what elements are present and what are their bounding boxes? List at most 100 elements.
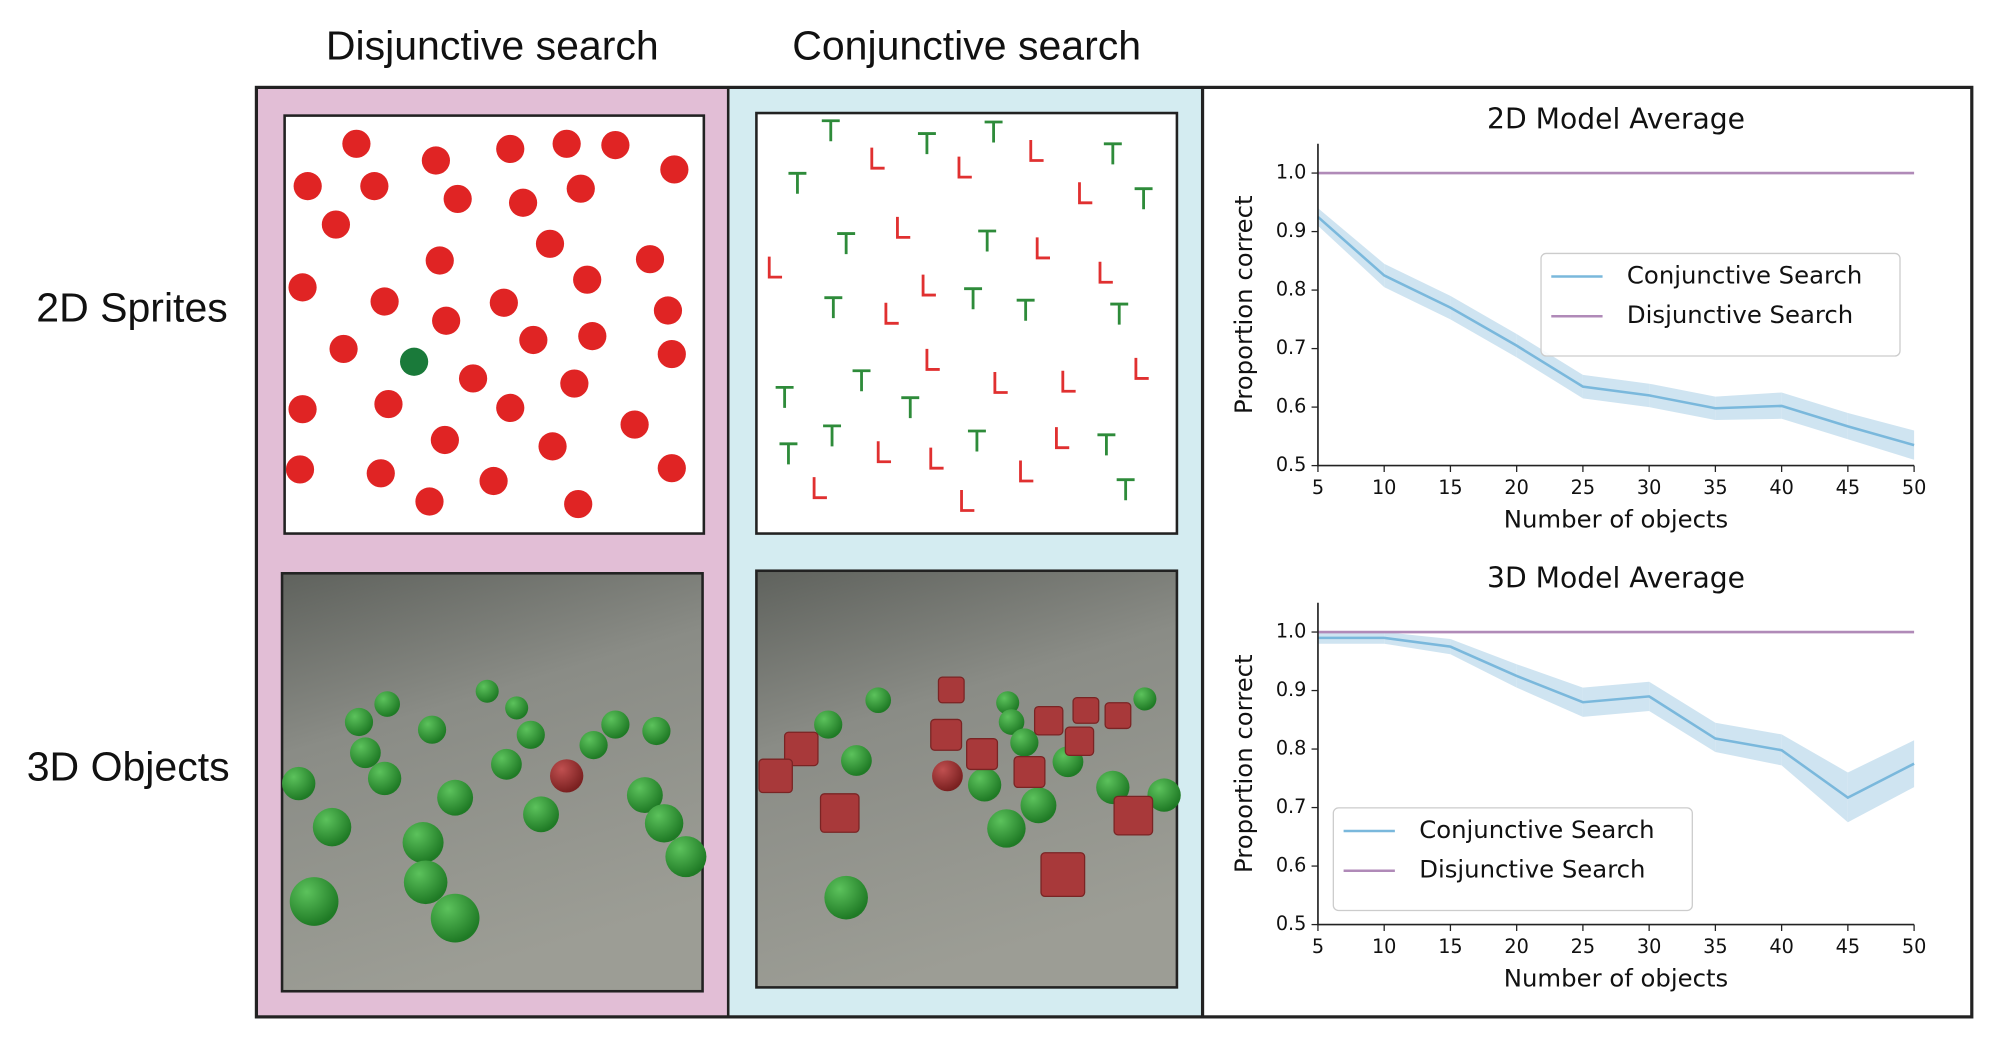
- sprite-dot: [400, 347, 429, 376]
- sprite-dot: [288, 395, 317, 424]
- sprite-dot: [552, 129, 581, 158]
- x-tick-label: 25: [1571, 476, 1595, 499]
- sphere: [932, 760, 963, 792]
- sprite-l: [812, 477, 827, 500]
- y-tick-label: 0.8: [1276, 737, 1307, 760]
- sphere: [1147, 778, 1181, 812]
- sprite-dot: [285, 455, 315, 484]
- sphere: [289, 877, 339, 926]
- sprite-dot: [288, 273, 317, 302]
- sprite-l: [925, 348, 940, 371]
- sprite-l: [1078, 182, 1093, 205]
- legend-label: Disjunctive Search: [1419, 855, 1645, 884]
- sprite-dot: [519, 325, 548, 355]
- cube: [758, 758, 793, 794]
- x-tick-label: 40: [1769, 935, 1793, 958]
- sprite-dot: [321, 210, 350, 239]
- sphere: [601, 710, 630, 739]
- sphere: [579, 730, 608, 760]
- sprite-t: [978, 229, 997, 252]
- sprite-dot: [489, 288, 518, 317]
- sphere: [403, 860, 448, 905]
- sprite-dot: [560, 369, 589, 398]
- y-tick-label: 0.8: [1276, 278, 1307, 301]
- sprite-t: [1097, 433, 1116, 456]
- illustrations: [282, 119, 1181, 943]
- row-title: 3D Objects: [27, 743, 230, 789]
- sprite-dot: [374, 389, 403, 419]
- cube: [1033, 705, 1064, 736]
- sprite-dot: [329, 334, 358, 364]
- sprite-l: [870, 147, 885, 170]
- cube: [1072, 697, 1100, 724]
- sprite-t: [1134, 187, 1153, 210]
- sprite-t: [917, 132, 936, 155]
- x-tick-label: 35: [1703, 935, 1727, 958]
- cube: [783, 731, 819, 767]
- sprite-l: [921, 274, 936, 297]
- sphere: [350, 737, 381, 769]
- cube: [1113, 795, 1154, 836]
- x-tick-label: 30: [1637, 476, 1661, 499]
- sprite-t: [837, 232, 856, 255]
- sphere: [814, 710, 843, 739]
- sprite-l: [957, 156, 972, 179]
- y-tick-label: 0.9: [1276, 219, 1307, 242]
- cube: [819, 793, 860, 833]
- cube: [1064, 726, 1095, 756]
- sprite-t: [779, 442, 798, 465]
- legend-label: Conjunctive Search: [1627, 261, 1862, 290]
- sprite-dot: [370, 287, 399, 316]
- series-line: [1317, 215, 1915, 447]
- x-tick-label: 25: [1571, 935, 1595, 958]
- sprite-dot: [653, 296, 683, 325]
- sphere: [1020, 787, 1057, 824]
- sphere: [665, 836, 707, 878]
- sprite-image: [755, 111, 1179, 535]
- sprite-dot: [538, 432, 567, 461]
- sphere: [430, 893, 480, 943]
- sphere: [987, 809, 1026, 848]
- sphere: [505, 696, 529, 720]
- y-tick-label: 0.6: [1276, 854, 1307, 877]
- frame: [254, 85, 1974, 1019]
- sprite-l: [1029, 139, 1044, 162]
- sprite-dot: [496, 393, 525, 423]
- x-tick-label: 50: [1902, 935, 1926, 958]
- sprite-l: [876, 441, 892, 464]
- sphere: [642, 716, 671, 746]
- sprite-dot: [635, 245, 665, 274]
- sprite-l: [1134, 357, 1149, 380]
- x-tick-label: 5: [1312, 935, 1324, 958]
- sphere: [402, 822, 444, 864]
- sprite-t: [901, 396, 920, 419]
- sphere: [491, 748, 522, 780]
- sphere: [824, 875, 868, 920]
- sphere: [312, 807, 352, 847]
- sprite-dot: [601, 130, 630, 160]
- sprite-l: [929, 447, 944, 470]
- sprite-dot: [535, 229, 565, 258]
- sprite-l: [1061, 370, 1076, 393]
- cube: [937, 676, 965, 704]
- cube: [1013, 755, 1046, 789]
- confidence-band: [1450, 639, 1517, 688]
- y-tick-label: 0.9: [1276, 678, 1307, 701]
- legend-label: Conjunctive Search: [1419, 815, 1654, 844]
- legend-label: Disjunctive Search: [1627, 300, 1853, 329]
- x-tick-label: 20: [1504, 935, 1528, 958]
- sprite-dot: [432, 306, 461, 335]
- y-tick-label: 0.7: [1276, 795, 1307, 818]
- sprite-dot: [657, 339, 686, 369]
- x-axis-label: Number of objects: [1504, 505, 1728, 534]
- x-tick-label: 45: [1836, 476, 1860, 499]
- sprite-l: [767, 256, 783, 279]
- sprite-dot: [566, 174, 595, 203]
- sphere: [998, 709, 1025, 735]
- y-axis-label: Proportion correct: [1229, 195, 1258, 414]
- sprite-l: [884, 302, 899, 325]
- sphere: [644, 804, 684, 843]
- sprite-dot: [430, 425, 459, 455]
- x-tick-label: 10: [1372, 935, 1396, 958]
